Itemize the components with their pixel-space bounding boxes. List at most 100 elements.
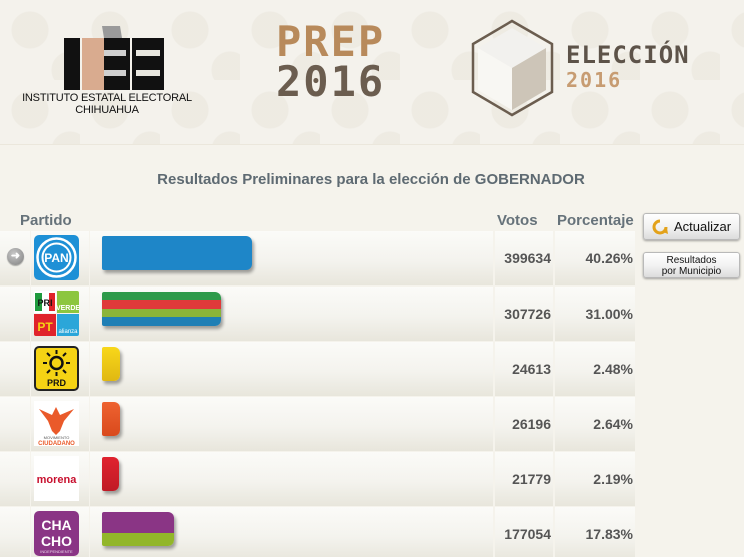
- eleccion-year: 2016: [566, 68, 623, 92]
- logo-cell: morena: [31, 452, 89, 506]
- prep-year: 2016: [276, 57, 386, 106]
- percent-cell: 31.00%: [555, 287, 635, 341]
- percent-cell: 2.19%: [555, 452, 635, 506]
- pri-verde-pt-alianza-logo-icon: PRI VERDE PT alianza: [34, 291, 79, 336]
- table-row-pan[interactable]: ➜ PAN 399634 40.26%: [0, 231, 636, 285]
- votes-cell: 26196: [495, 397, 553, 451]
- percent-value: 17.83%: [585, 526, 633, 542]
- pri-coalition-logo: PRI VERDE PT alianza: [34, 291, 79, 336]
- column-header-partido: Partido: [20, 212, 72, 229]
- votes-cell: 399634: [495, 231, 553, 285]
- prep-logo: PREP 2016: [276, 17, 416, 118]
- logo-cell: MOVIMIENTO CIUDADANO: [31, 397, 89, 451]
- bar-cell: [90, 342, 493, 396]
- eleccion-text: ELECCIÓN: [566, 41, 690, 69]
- percent-cell: 17.83%: [555, 507, 635, 557]
- page-header: INSTITUTO ESTATAL ELECTORAL CHIHUAHUA PR…: [0, 0, 744, 145]
- iee-logo: INSTITUTO ESTATAL ELECTORAL CHIHUAHUA: [22, 22, 192, 118]
- vote-bar: [102, 512, 174, 546]
- table-row-pri-coalition[interactable]: PRI VERDE PT alianza 307726 31.00%: [0, 287, 636, 341]
- svg-text:morena: morena: [37, 474, 78, 486]
- eleccion-logo: ELECCIÓN 2016: [566, 42, 690, 92]
- percent-value: 2.19%: [593, 471, 633, 487]
- votes-value: 177054: [504, 526, 551, 542]
- cube-icon: [471, 19, 554, 117]
- logo-cell: PRI VERDE PT alianza: [31, 287, 89, 341]
- svg-text:MOVIMIENTO: MOVIMIENTO: [44, 435, 70, 440]
- svg-text:PRI: PRI: [37, 298, 52, 308]
- resultados-por-municipio-button[interactable]: Resultados por Municipio: [643, 252, 740, 278]
- bar-cell: [90, 287, 493, 341]
- actualizar-button[interactable]: Actualizar: [643, 213, 740, 240]
- logo-cell: PRD: [31, 342, 89, 396]
- percent-cell: 2.48%: [555, 342, 635, 396]
- svg-text:PAN: PAN: [44, 251, 68, 265]
- table-row-morena[interactable]: morena 21779 2.19%: [0, 452, 636, 506]
- svg-text:alianza: alianza: [58, 329, 78, 335]
- table-row-chacho-independiente[interactable]: CHA CHO INDEPENDIENTE 177054 17.83%: [0, 507, 636, 557]
- pan-logo-icon: PAN: [36, 237, 77, 278]
- arrow-cell: [0, 507, 30, 557]
- arrow-cell: [0, 397, 30, 451]
- municipio-label-line1: Resultados: [666, 255, 717, 266]
- votes-value: 24613: [512, 361, 551, 377]
- pan-logo: PAN: [34, 235, 79, 280]
- column-header-porcentaje: Porcentaje: [557, 212, 634, 229]
- municipio-label-line2: por Municipio: [661, 266, 722, 277]
- table-row-movimiento-ciudadano[interactable]: MOVIMIENTO CIUDADANO 26196 2.64%: [0, 397, 636, 451]
- arrow-cell: [0, 452, 30, 506]
- svg-text:PRD: PRD: [47, 378, 67, 388]
- vote-bar: [102, 402, 120, 436]
- prd-logo: PRD: [34, 346, 79, 391]
- table-row-prd[interactable]: PRD 24613 2.48%: [0, 342, 636, 396]
- vote-bar: [102, 347, 120, 381]
- chacho-logo: CHA CHO INDEPENDIENTE: [34, 511, 79, 556]
- votes-value: 399634: [504, 250, 551, 266]
- bar-cell: [90, 452, 493, 506]
- eagle-logo-icon: MOVIMIENTO CIUDADANO: [38, 407, 75, 446]
- votes-value: 307726: [504, 306, 551, 322]
- column-header-votos: Votos: [497, 212, 538, 229]
- bar-cell: [90, 397, 493, 451]
- percent-cell: 2.64%: [555, 397, 635, 451]
- vote-bar: [102, 292, 221, 326]
- percent-value: 40.26%: [585, 250, 633, 266]
- svg-text:INDEPENDIENTE: INDEPENDIENTE: [40, 549, 73, 554]
- ballot-box-icon: [64, 26, 164, 90]
- percent-value: 2.64%: [593, 416, 633, 432]
- votes-cell: 307726: [495, 287, 553, 341]
- votes-value: 21779: [512, 471, 551, 487]
- prep-text: PREP: [276, 17, 386, 66]
- actualizar-label: Actualizar: [673, 219, 732, 234]
- svg-text:VERDE: VERDE: [56, 305, 79, 312]
- page-title: Resultados Preliminares para la elección…: [0, 171, 744, 188]
- vote-bar: [102, 236, 252, 270]
- arrow-cell: [0, 342, 30, 396]
- votes-cell: 177054: [495, 507, 553, 557]
- logo-cell: CHA CHO INDEPENDIENTE: [31, 507, 89, 557]
- morena-logo: morena: [34, 456, 79, 501]
- iee-state: CHIHUAHUA: [75, 104, 139, 116]
- morena-logo-icon: morena: [37, 474, 78, 486]
- page-title-text: Resultados Preliminares para la elección…: [157, 171, 585, 188]
- votes-value: 26196: [512, 416, 551, 432]
- percent-value: 2.48%: [593, 361, 633, 377]
- arrow-cell: ➜: [0, 231, 30, 285]
- percent-cell: 40.26%: [555, 231, 635, 285]
- prd-sun-logo-icon: PRD: [43, 350, 70, 388]
- vote-bar: [102, 457, 119, 491]
- iee-name: INSTITUTO ESTATAL ELECTORAL: [22, 92, 192, 104]
- bar-cell: [90, 507, 493, 557]
- votes-cell: 21779: [495, 452, 553, 506]
- chacho-logo-icon: CHA CHO INDEPENDIENTE: [40, 517, 73, 554]
- refresh-icon: [652, 219, 668, 235]
- logo-cell: PAN: [31, 231, 89, 285]
- percent-value: 31.00%: [585, 306, 633, 322]
- arrow-cell: [0, 287, 30, 341]
- arrow-right-icon[interactable]: ➜: [7, 248, 24, 265]
- svg-text:CHO: CHO: [41, 533, 72, 549]
- svg-text:CHA: CHA: [41, 517, 71, 533]
- bar-cell: [90, 231, 493, 285]
- votes-cell: 24613: [495, 342, 553, 396]
- svg-text:CIUDADANO: CIUDADANO: [38, 441, 75, 446]
